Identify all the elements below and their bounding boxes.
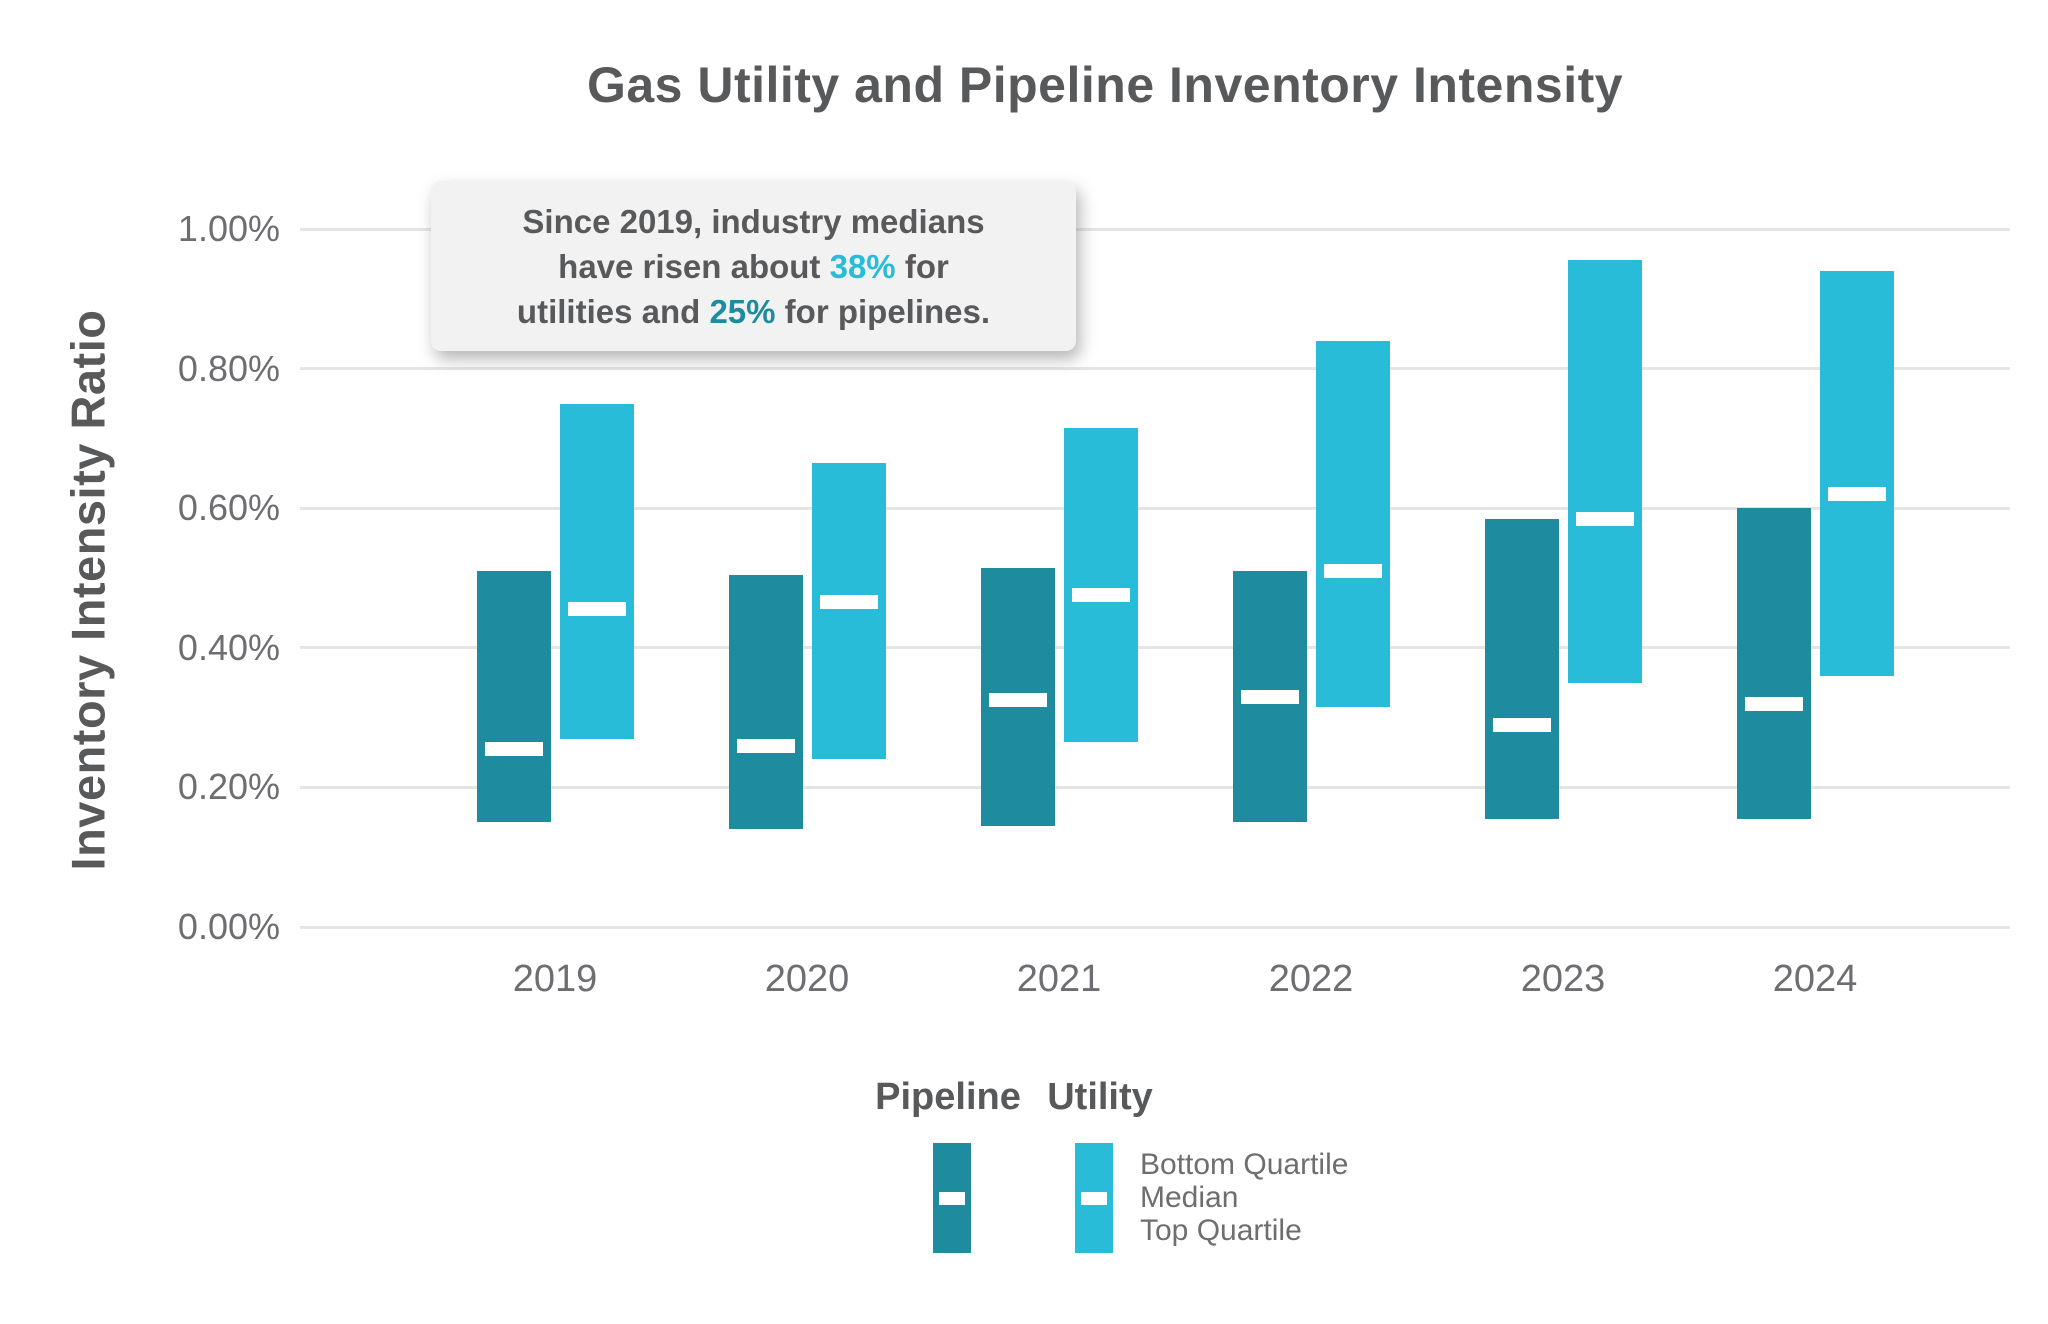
x-tick-label-2023: 2023 xyxy=(1520,958,1606,1000)
legend-swatch-utility xyxy=(1075,1143,1113,1253)
utility-bar-2022 xyxy=(1316,340,1390,708)
legend-header-pipeline: Pipeline xyxy=(875,1076,1021,1118)
legend-swatch-pipeline xyxy=(933,1143,971,1253)
x-tick-label-2022: 2022 xyxy=(1268,958,1354,1000)
y-tick-label-1.00%: 1.00% xyxy=(177,208,280,249)
utility-bar-2020 xyxy=(812,462,886,760)
annotation-line-2: have risen about 38% for xyxy=(558,247,949,285)
y-tick-label-0.20%: 0.20% xyxy=(177,766,280,808)
pipeline-bar-2021 xyxy=(981,567,1055,826)
y-tick-label-0.40%: 0.40% xyxy=(177,626,280,668)
legend-header-utility: Utility xyxy=(1047,1076,1153,1118)
gridline-0.60% xyxy=(300,506,2010,510)
gridline-0.40% xyxy=(300,646,2010,650)
pipeline-median-2019 xyxy=(485,742,543,756)
gridline-1.00% xyxy=(300,227,2010,231)
gridline-0.20% xyxy=(300,785,2010,789)
legend-median-stripe-utility xyxy=(1081,1192,1107,1205)
annotation-line-1: Since 2019, industry medians xyxy=(522,202,985,240)
utility-bar-2019 xyxy=(560,403,634,739)
annotation-highlight: 25% xyxy=(709,292,776,330)
x-tick-label-2021: 2021 xyxy=(1016,958,1102,1000)
y-tick-label-0.60%: 0.60% xyxy=(177,487,280,529)
utility-bar-2024 xyxy=(1820,270,1894,676)
utility-median-2021 xyxy=(1072,588,1130,603)
legend-median-stripe-pipeline xyxy=(939,1192,965,1205)
utility-median-2019 xyxy=(568,602,626,617)
plot-area xyxy=(300,227,2010,929)
pipeline-bar-2024 xyxy=(1737,508,1811,819)
pipeline-bar-2019 xyxy=(477,571,551,823)
utility-bar-2021 xyxy=(1064,427,1138,743)
legend-range-labels: Bottom Quartile Median Top Quartile xyxy=(1140,1148,1348,1247)
utility-median-2024 xyxy=(1828,487,1886,502)
pipeline-bar-2023 xyxy=(1485,518,1559,819)
pipeline-median-2023 xyxy=(1493,717,1551,732)
legend-range-label-median: Median xyxy=(1140,1181,1239,1214)
pipeline-median-2020 xyxy=(737,738,795,753)
annotation-highlight: 38% xyxy=(829,247,896,285)
x-tick-label-2019: 2019 xyxy=(512,958,598,1000)
y-tick-label-0.80%: 0.80% xyxy=(177,347,280,389)
gridline-0.00% xyxy=(300,925,2010,929)
annotation-line-3: utilities and 25% for pipelines. xyxy=(516,292,991,330)
legend-range-label-top-quartile: Top Quartile xyxy=(1140,1214,1302,1247)
utility-median-2023 xyxy=(1576,511,1634,526)
pipeline-bar-2020 xyxy=(729,574,803,830)
utility-median-2020 xyxy=(820,595,878,610)
pipeline-bar-2022 xyxy=(1233,571,1307,823)
chart-title: Gas Utility and Pipeline Inventory Inten… xyxy=(586,57,1624,113)
pipeline-median-2022 xyxy=(1241,689,1299,704)
pipeline-median-2021 xyxy=(989,693,1047,708)
annotation-callout: Since 2019, industry medians have risen a… xyxy=(431,181,1076,351)
pipeline-median-2024 xyxy=(1745,696,1803,711)
gridline-0.80% xyxy=(300,367,2010,371)
x-tick-label-2024: 2024 xyxy=(1772,958,1858,1000)
y-tick-label-0.00%: 0.00% xyxy=(177,906,280,947)
legend-range-label-bottom-quartile: Bottom Quartile xyxy=(1140,1148,1349,1181)
utility-bar-2023 xyxy=(1568,260,1642,683)
utility-median-2022 xyxy=(1324,564,1382,578)
x-tick-label-2020: 2020 xyxy=(764,958,850,1000)
